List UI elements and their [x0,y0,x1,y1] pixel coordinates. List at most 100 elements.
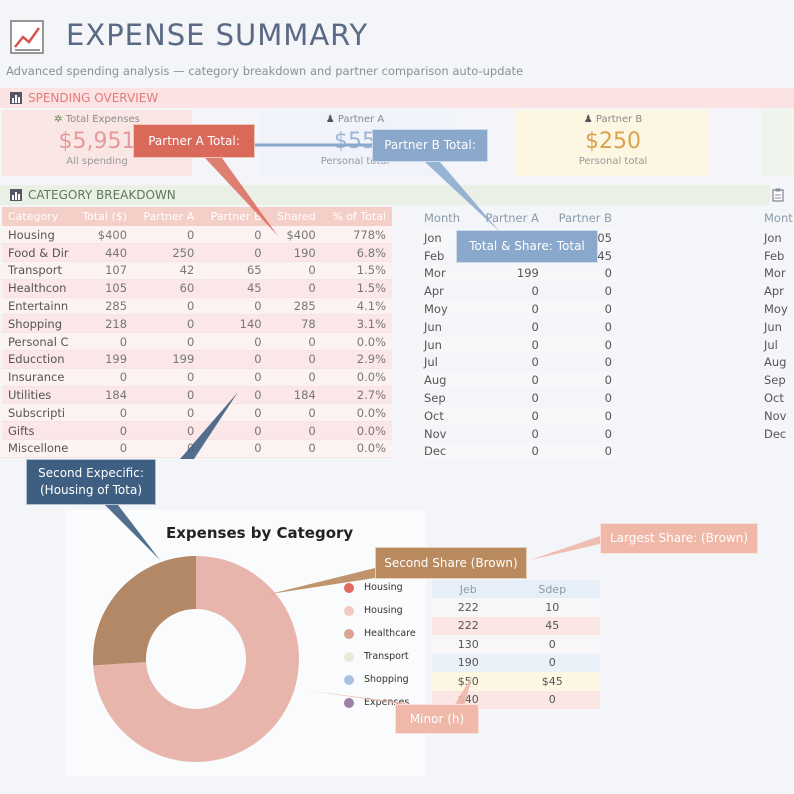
table-row: Jul 0 0 [418,354,618,372]
table-cell: 0.0% [321,332,392,352]
table-cell: 0 [604,284,612,299]
table-row: Moy 0 0 [418,300,618,318]
table-cell: Subscripti [2,403,73,423]
table-cell: 0 [267,332,322,352]
table-cell: 190 [432,653,505,672]
table-row: Personal C 0 0 0 0 0.0% [2,332,392,352]
table-cell: Sep [764,373,786,388]
table-row: Feb 45 [418,247,618,265]
table-row: Utilities 184 0 0 184 2.7% [2,386,392,405]
page-title: EXPENSE SUMMARY [66,18,369,52]
legend-label: Housing [364,605,403,616]
table-row: Shopping 218 0 140 78 3.1% [2,314,392,334]
table-cell: Healthcon [2,279,73,298]
table-cell: 0.0% [321,421,392,441]
table-cell: 0 [471,406,545,425]
table-row: Housing $400 0 0 $400 778% [2,226,392,245]
table-cell: 0 [133,332,201,352]
legend-item: Healthcare [344,622,416,645]
table-row: Sep [758,371,794,389]
table-cell: Educction [2,350,73,369]
column-header: Partner A [133,207,201,226]
table-cell: 0 [72,403,134,423]
table-cell: Jul [764,337,778,352]
table-cell: Apr [764,284,784,299]
table-cell: 0 [604,426,612,441]
table-cell: 0 [200,386,268,405]
table-cell: 3.1% [321,314,392,334]
extra-card [762,110,794,176]
table-cell: 0 [267,368,322,387]
table-cell: Insurance [2,368,73,387]
legend-swatch [344,674,354,685]
partner-b-card: ♟ Partner B $250 Personal total [516,110,710,176]
minor-callout: Minor (h) [395,704,479,734]
table-cell: 0 [200,421,268,441]
column-header: Total ($) [72,207,134,226]
table-cell: 285 [267,297,322,316]
table-cell: Dec [418,442,472,461]
chart-line-icon [10,20,44,54]
table-row: Entertainn 285 0 0 285 4.1% [2,297,392,316]
table-row: Gifts 0 0 0 0 0.0% [2,421,392,441]
second-specific-callout: Second Expecific: (Housing of Tota) [26,459,156,505]
table-cell: 0 [133,226,201,245]
pie-slice [93,556,299,762]
table-cell: 42 [133,261,201,280]
person-icon: ♟ [325,114,335,125]
table-cell: 0 [133,314,201,334]
table-cell: 0 [200,403,268,423]
table-cell: 0 [544,335,618,354]
table-row: Oct 0 0 [418,406,618,425]
table-cell: Oct [418,406,472,425]
table-cell: 65 [200,261,268,280]
table-cell: 0 [544,300,618,318]
table-row: Dec 0 0 [418,442,618,461]
table-row: $50 $45 [432,672,600,691]
table-cell: 0 [133,439,201,458]
table-cell: 222 [432,616,505,635]
table-row: Oct [758,389,794,407]
table-cell: Moy [418,300,472,318]
table-row: Healthcon 105 60 45 0 1.5% [2,279,392,298]
total-share-callout: Total & Share: Total [456,230,598,263]
legend-swatch [344,697,354,708]
legend-item: Transport [344,645,416,668]
donut-chart [93,556,299,762]
legend-swatch [344,582,354,593]
table-cell: Housing [2,226,73,245]
table-cell: 0 [200,439,268,458]
table-cell: 2.9% [321,350,392,369]
table-cell: 250 [133,243,201,263]
card-subtitle: Personal total [320,156,390,167]
table-row: Educction 199 199 0 0 2.9% [2,350,392,369]
table-cell: Oct [764,391,784,406]
table-row: Aug [758,354,794,372]
table-row: Transport 107 42 65 0 1.5% [2,261,392,280]
table-cell: 0 [531,319,539,334]
table-cell: Aug [418,371,472,390]
spending-overview-label: SPENDING OVERVIEW [28,91,159,105]
table-cell: 0 [200,297,268,316]
table-cell: 0 [200,332,268,352]
table-cell: 2.7% [321,386,392,405]
column-header: Partner A [485,211,539,225]
table-row: Sep 0 0 [418,389,618,407]
table-cell: 0 [267,261,322,280]
partner-b-callout: Partner B Total: [372,129,488,162]
table-cell: 0 [544,442,618,461]
table-row: Nov 0 0 [418,425,618,443]
table-cell: Utilities [2,386,73,405]
card-value: $5,951 [58,129,136,154]
table-cell: 0 [471,371,545,390]
table-cell: Jun [424,319,442,334]
table-cell: Feb [764,248,785,263]
table-cell: 218 [72,314,134,334]
table-cell: 130 [432,635,505,654]
table-cell: 0.0% [321,403,392,423]
column-header: Month [424,211,461,225]
table-cell: 0 [544,264,618,283]
expenses-chart-panel: Expenses by Category Housing Housing Healt… [66,510,426,776]
table-cell: 0.0% [321,368,392,387]
table-cell: Shopping [2,314,73,334]
